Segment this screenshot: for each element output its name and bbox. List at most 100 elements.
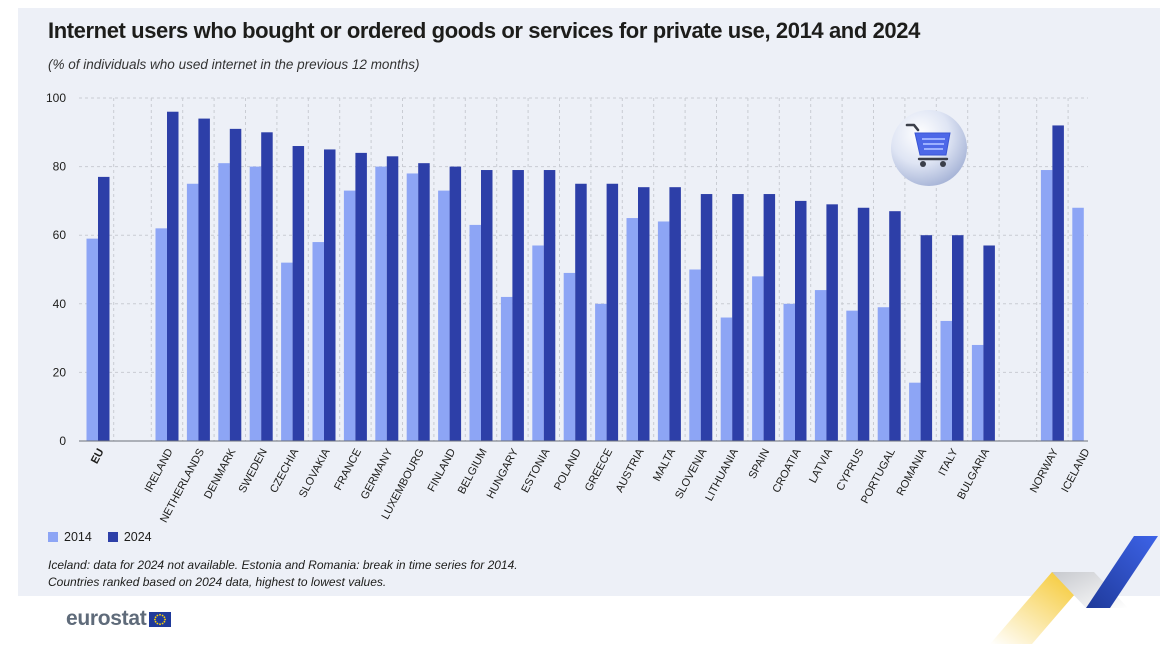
bar-2024-eu [98, 176, 110, 441]
bar-2014-czechia [281, 262, 293, 441]
x-tick-label: SLOVAKIA [297, 446, 333, 500]
bar-2014-slovenia [689, 269, 701, 441]
legend-label-2024: 2024 [123, 530, 152, 544]
x-tick-label: CZECHIA [268, 446, 302, 495]
bar-2014-denmark [218, 163, 230, 442]
chart-subtitle: (% of individuals who used internet in t… [48, 57, 420, 72]
x-tick-label: GERMANY [359, 446, 396, 501]
bar-2014-malta [657, 221, 670, 441]
bar-2014-croatia [783, 303, 795, 441]
y-tick-label: 60 [53, 228, 67, 242]
x-tick-label: FRANCE [332, 447, 364, 493]
bar-2024-latvia [826, 204, 838, 441]
bar-2024-poland [575, 183, 587, 441]
legend-item-2014: 2014 [48, 530, 92, 544]
legend-label-2014: 2014 [64, 530, 92, 544]
x-tick-label: IRELAND [143, 447, 176, 495]
logo-text: eurostat [66, 607, 147, 630]
bar-2014-germany [375, 166, 387, 441]
bar-2024-sweden [261, 132, 273, 442]
chart-title: Internet users who bought or ordered goo… [48, 18, 920, 43]
bar-2014-eu [86, 238, 98, 441]
bar-2024-netherlands [198, 118, 210, 441]
bar-2024-ireland [167, 111, 179, 441]
x-tick-label: PORTUGAL [859, 447, 898, 506]
legend-item-2024: 2024 [107, 530, 152, 544]
legend-swatch-2014 [48, 532, 58, 542]
bar-2024-slovakia [324, 149, 336, 441]
x-tick-label: SWEDEN [237, 447, 270, 495]
x-tick-label: SPAIN [747, 447, 773, 481]
x-tick-label: ICELAND [1059, 447, 1092, 495]
bar-2014-italy [940, 320, 952, 441]
x-tick-label: NORWAY [1028, 446, 1061, 495]
bar-2024-italy [952, 235, 964, 441]
shopping-cart-icon [891, 110, 967, 186]
bar-2024-bulgaria [983, 245, 995, 441]
y-tick-label: 80 [53, 160, 67, 174]
bar-2014-poland [563, 272, 576, 441]
bar-2014-sweden [249, 166, 262, 441]
legend-swatch-2024 [107, 532, 118, 542]
x-tick-label: POLAND [552, 447, 584, 493]
bar-2024-france [355, 152, 367, 441]
bar-2024-malta [669, 187, 681, 441]
x-tick-label: ROMANIA [895, 446, 930, 498]
bar-2014-slovakia [312, 242, 324, 441]
bar-2014-hungary [500, 296, 513, 441]
x-tick-label: MALTA [651, 446, 678, 483]
bar-2014-portugal [877, 307, 890, 441]
bar-2014-latvia [814, 290, 827, 441]
chart-notes: Iceland: data for 2024 not available. Es… [48, 557, 518, 591]
bar-2024-romania [920, 235, 933, 441]
bar-2024-norway [1052, 125, 1064, 441]
decorative-stripes [990, 536, 1158, 644]
bar-2024-austria [638, 187, 650, 441]
bar-2014-greece [595, 303, 607, 441]
x-tick-label: HUNGARY [485, 446, 522, 501]
y-tick-label: 20 [53, 365, 67, 379]
bar-2024-hungary [512, 170, 524, 441]
bar-2024-denmark [229, 128, 242, 441]
x-tick-label: FINLAND [426, 447, 459, 494]
bar-2024-cyprus [857, 207, 870, 441]
bar-2024-germany [386, 156, 399, 441]
bar-2014-romania [909, 382, 921, 441]
x-tick-label: ITALY [936, 446, 960, 478]
chart-legend: 2014 2024 [48, 530, 168, 544]
bar-2014-austria [626, 218, 638, 441]
bar-2014-netherlands [186, 183, 199, 441]
bar-2024-greece [606, 183, 619, 441]
note-line: Countries ranked based on 2024 data, hig… [48, 575, 387, 589]
bar-2024-croatia [795, 200, 807, 441]
bar-2014-lithuania [720, 317, 733, 441]
bar-2014-norway [1040, 170, 1053, 441]
x-tick-label: BELGIUM [456, 447, 490, 496]
x-tick-label: CYPRUS [834, 447, 866, 493]
bar-2014-cyprus [846, 310, 858, 441]
bar-2014-bulgaria [971, 344, 984, 441]
cart-badge [889, 108, 969, 193]
note-line: Iceland: data for 2024 not available. Es… [48, 558, 518, 572]
bar-2014-finland [438, 190, 450, 441]
bar-2014-spain [752, 276, 764, 441]
bar-2014-luxembourg [406, 173, 419, 441]
y-tick-label: 0 [59, 434, 66, 448]
x-tick-label: GREECE [583, 447, 615, 494]
eurostat-logo: eurostat [66, 607, 172, 631]
bar-2024-luxembourg [418, 163, 430, 442]
x-tick-label: AUSTRIA [614, 446, 647, 494]
x-tick-label: SLOVENIA [673, 446, 710, 501]
eu-flag-icon [149, 611, 172, 627]
x-tick-label: LATVIA [807, 446, 835, 485]
bar-2024-spain [763, 194, 776, 441]
bar-2024-slovenia [700, 194, 713, 441]
bar-2024-czechia [292, 146, 305, 441]
x-tick-label: DENMARK [202, 446, 239, 501]
bar-2014-iceland [1072, 207, 1084, 441]
bar-2024-portugal [889, 211, 901, 441]
y-tick-label: 40 [53, 297, 67, 311]
bar-2024-lithuania [732, 194, 744, 441]
y-tick-label: 100 [46, 91, 66, 105]
